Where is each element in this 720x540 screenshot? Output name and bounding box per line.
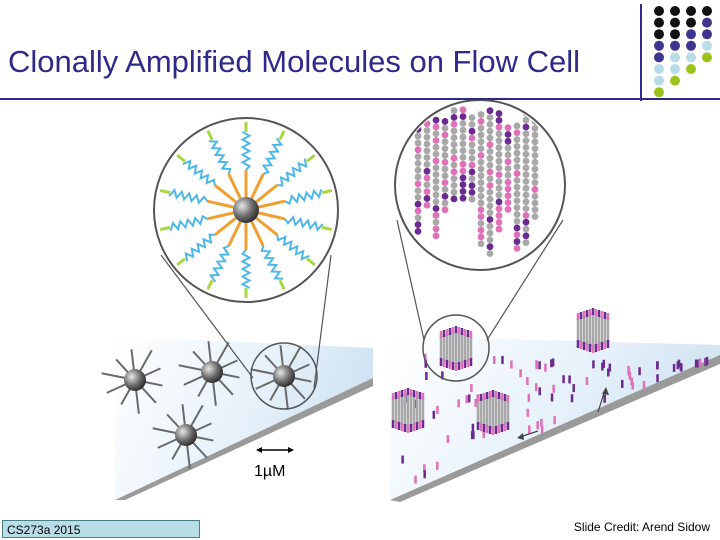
decor-dot [654, 29, 664, 40]
decor-dot [654, 52, 664, 63]
decor-dot [654, 87, 664, 98]
decor-dot [686, 17, 696, 28]
decor-dot [702, 17, 712, 28]
flow-cell-illustration: 1µM [101, 100, 720, 502]
decor-dot [654, 17, 664, 28]
right-flow-cell [390, 308, 720, 502]
dna-cluster [439, 326, 473, 371]
decor-dot [654, 6, 664, 16]
surface-bead [178, 341, 240, 406]
surface-bead [101, 349, 163, 414]
header-divider [640, 4, 642, 101]
magnified-bead [153, 117, 339, 303]
decor-dot [670, 64, 680, 74]
decor-dot [670, 52, 680, 63]
decor-dot [702, 29, 712, 40]
surface-bead [250, 345, 312, 410]
dna-cluster [391, 388, 425, 433]
surface-bead [152, 404, 214, 469]
decor-dot [654, 40, 664, 51]
course-label: CS273a 2015 [2, 520, 200, 538]
dna-cluster [576, 308, 610, 353]
decor-dot [686, 29, 696, 40]
left-flow-cell: 1µM [101, 336, 373, 500]
decorative-dot-grid [654, 6, 712, 98]
decor-dot [670, 6, 680, 16]
magnified-cluster [394, 100, 566, 271]
decor-dot [670, 29, 680, 40]
decor-dot [670, 40, 680, 51]
slide-title: Clonally Amplified Molecules on Flow Cel… [8, 44, 581, 79]
decor-dot [654, 64, 664, 74]
decor-dot [654, 75, 664, 86]
slide-credit: Slide Credit: Arend Sidow [573, 520, 710, 534]
decor-dot [702, 52, 712, 63]
dna-cluster [476, 390, 510, 435]
title-rule [0, 98, 720, 100]
decor-dot [702, 40, 712, 51]
scale-label: 1µM [254, 463, 285, 480]
decor-dot [702, 6, 712, 16]
decor-dot [686, 40, 696, 51]
decor-dot [670, 75, 680, 86]
decor-dot [686, 52, 696, 63]
decor-dot [686, 64, 696, 74]
decor-dot [670, 17, 680, 28]
scale-bar [256, 447, 294, 453]
decor-dot [686, 6, 696, 16]
